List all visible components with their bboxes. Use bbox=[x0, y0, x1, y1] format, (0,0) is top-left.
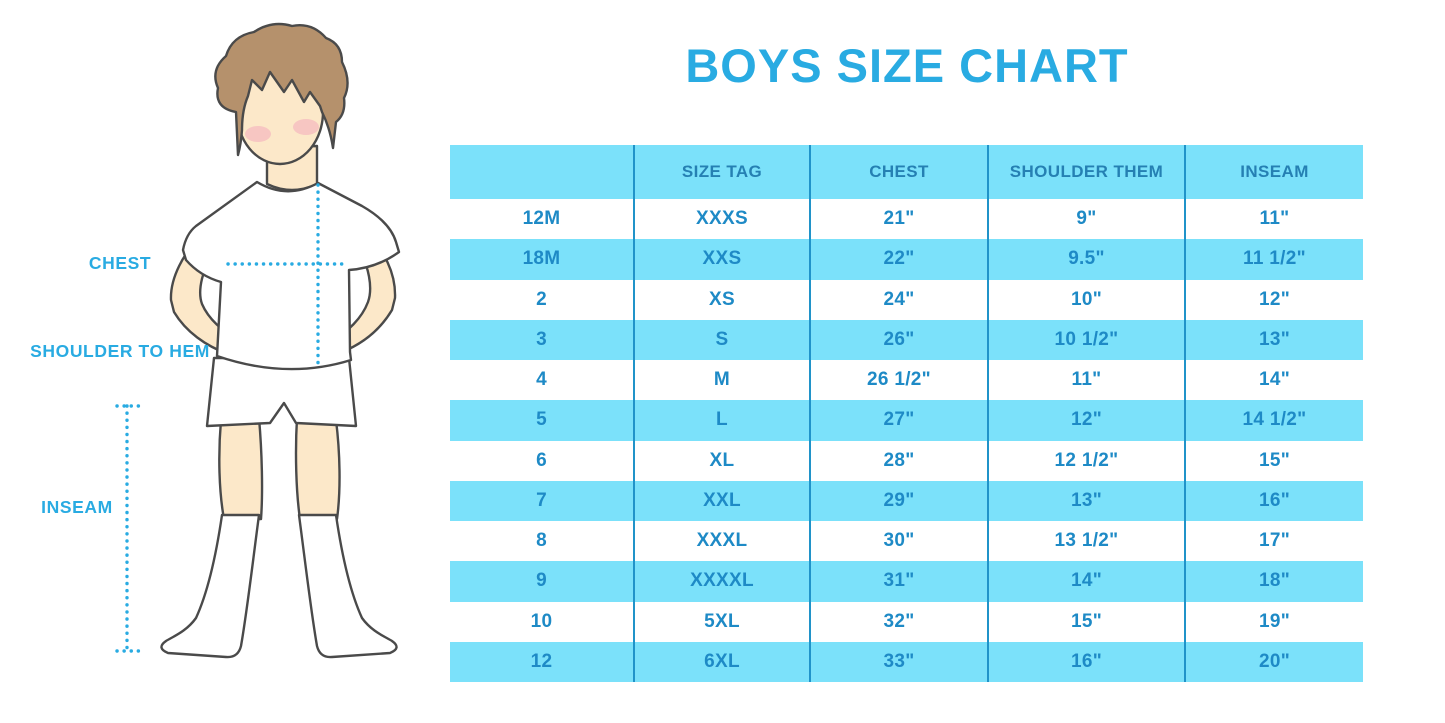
table-cell: 5XL bbox=[633, 601, 809, 642]
left-leg bbox=[218, 416, 264, 521]
header-cell: SHOULDER THEM bbox=[987, 145, 1184, 199]
table-cell: 27" bbox=[809, 400, 987, 441]
table-cell: 21" bbox=[809, 199, 987, 240]
table-cell: 18" bbox=[1184, 561, 1363, 602]
table-cell: XXS bbox=[633, 239, 809, 280]
hair bbox=[214, 22, 349, 157]
table-cell: XS bbox=[633, 279, 809, 320]
row-size-cell: 3 bbox=[450, 319, 633, 360]
table-cell: 16" bbox=[987, 641, 1184, 682]
table-cell: 10" bbox=[987, 279, 1184, 320]
table-cell: 13" bbox=[1184, 319, 1363, 360]
header-cell: INSEAM bbox=[1184, 145, 1363, 199]
table-cell: 12" bbox=[987, 400, 1184, 441]
table-cell: 11" bbox=[1184, 199, 1363, 240]
table-cell: 13" bbox=[987, 480, 1184, 521]
table-cell: 29" bbox=[809, 480, 987, 521]
table-cell: 33" bbox=[809, 641, 987, 682]
row-size-cell: 2 bbox=[450, 279, 633, 320]
table-cell: XXXS bbox=[633, 199, 809, 240]
table-cell: 28" bbox=[809, 440, 987, 481]
right-leg bbox=[294, 416, 341, 521]
row-size-cell: 18M bbox=[450, 239, 633, 280]
boy-illustration: CHEST SHOULDER TO HEM INSEAM bbox=[30, 22, 401, 659]
table-cell: 9.5" bbox=[987, 239, 1184, 280]
table-cell: 32" bbox=[809, 601, 987, 642]
left-blush bbox=[245, 126, 271, 142]
table-cell: 16" bbox=[1184, 480, 1363, 521]
row-size-cell: 9 bbox=[450, 561, 633, 602]
table-cell: S bbox=[633, 319, 809, 360]
corner-cell bbox=[450, 145, 633, 199]
table-cell: 14" bbox=[987, 561, 1184, 602]
table-cell: 26 1/2" bbox=[809, 360, 987, 401]
table-cell: XL bbox=[633, 440, 809, 481]
table-cell: 13 1/2" bbox=[987, 521, 1184, 562]
table-cell: 14 1/2" bbox=[1184, 400, 1363, 441]
table-cell: 15" bbox=[1184, 440, 1363, 481]
table-cell: 11 1/2" bbox=[1184, 239, 1363, 280]
table-cell: 12 1/2" bbox=[987, 440, 1184, 481]
table-cell: 6XL bbox=[633, 641, 809, 682]
table-cell: 30" bbox=[809, 521, 987, 562]
table-cell: 26" bbox=[809, 319, 987, 360]
table-cell: 14" bbox=[1184, 360, 1363, 401]
table-cell: 12" bbox=[1184, 279, 1363, 320]
shoulder-to-hem-label: SHOULDER TO HEM bbox=[30, 341, 210, 361]
shorts bbox=[205, 356, 358, 428]
table-cell: 31" bbox=[809, 561, 987, 602]
size-table: SIZE TAG CHEST SHOULDER THEM INSEAM 12M XXXS 2… bbox=[450, 145, 1363, 682]
row-size-cell: 5 bbox=[450, 400, 633, 441]
row-size-cell: 6 bbox=[450, 440, 633, 481]
row-size-cell: 4 bbox=[450, 360, 633, 401]
table-cell: 20" bbox=[1184, 641, 1363, 682]
header-cell: CHEST bbox=[809, 145, 987, 199]
inseam-label: INSEAM bbox=[41, 497, 113, 517]
table-cell: 19" bbox=[1184, 601, 1363, 642]
table-cell: 15" bbox=[987, 601, 1184, 642]
chest-label: CHEST bbox=[89, 253, 151, 273]
right-blush bbox=[293, 119, 319, 135]
t-shirt bbox=[181, 180, 401, 371]
right-sock bbox=[297, 513, 398, 659]
table-cell: 11" bbox=[987, 360, 1184, 401]
table-cell: 9" bbox=[987, 199, 1184, 240]
row-size-cell: 8 bbox=[450, 521, 633, 562]
row-size-cell: 10 bbox=[450, 601, 633, 642]
row-size-cell: 12M bbox=[450, 199, 633, 240]
table-cell: 17" bbox=[1184, 521, 1363, 562]
row-size-cell: 7 bbox=[450, 480, 633, 521]
table-cell: XXL bbox=[633, 480, 809, 521]
table-cell: 24" bbox=[809, 279, 987, 320]
table-cell: 22" bbox=[809, 239, 987, 280]
table-cell: XXXL bbox=[633, 521, 809, 562]
header-cell: SIZE TAG bbox=[633, 145, 809, 199]
table-cell: XXXXL bbox=[633, 561, 809, 602]
table-cell: M bbox=[633, 360, 809, 401]
table-cell: L bbox=[633, 400, 809, 441]
row-size-cell: 12 bbox=[450, 641, 633, 682]
page-title: BOYS SIZE CHART bbox=[685, 39, 1129, 92]
table-cell: 10 1/2" bbox=[987, 319, 1184, 360]
left-sock bbox=[160, 513, 261, 659]
